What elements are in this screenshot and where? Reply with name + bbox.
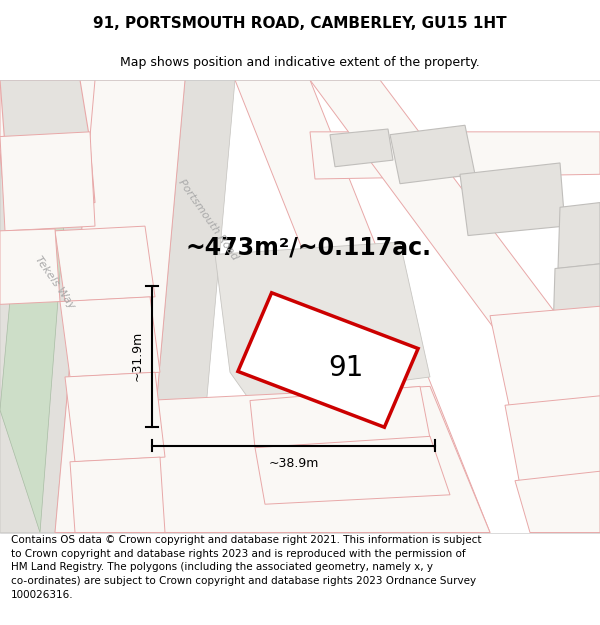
- Polygon shape: [55, 80, 185, 532]
- Polygon shape: [0, 80, 75, 532]
- Polygon shape: [0, 80, 95, 532]
- Polygon shape: [0, 229, 60, 304]
- Text: 91: 91: [328, 354, 364, 381]
- Polygon shape: [60, 297, 160, 377]
- Polygon shape: [65, 372, 165, 462]
- Text: ~38.9m: ~38.9m: [268, 457, 319, 470]
- Polygon shape: [145, 386, 490, 532]
- Polygon shape: [0, 132, 95, 231]
- Polygon shape: [310, 80, 600, 377]
- Polygon shape: [250, 386, 430, 448]
- Polygon shape: [55, 226, 155, 301]
- Polygon shape: [330, 129, 393, 167]
- Text: ~473m²/~0.117ac.: ~473m²/~0.117ac.: [185, 236, 431, 260]
- Polygon shape: [255, 436, 450, 504]
- Polygon shape: [235, 80, 490, 532]
- Polygon shape: [0, 80, 90, 146]
- Polygon shape: [490, 306, 600, 410]
- Text: ~31.9m: ~31.9m: [131, 331, 144, 381]
- Polygon shape: [460, 163, 565, 236]
- Text: Contains OS data © Crown copyright and database right 2021. This information is : Contains OS data © Crown copyright and d…: [11, 535, 481, 599]
- Text: Map shows position and indicative extent of the property.: Map shows position and indicative extent…: [120, 56, 480, 69]
- Polygon shape: [558, 202, 600, 269]
- Polygon shape: [553, 264, 600, 334]
- Text: Portsmouth Road: Portsmouth Road: [176, 177, 239, 262]
- Polygon shape: [505, 396, 600, 486]
- Polygon shape: [390, 125, 475, 184]
- Text: 91, PORTSMOUTH ROAD, CAMBERLEY, GU15 1HT: 91, PORTSMOUTH ROAD, CAMBERLEY, GU15 1HT: [93, 16, 507, 31]
- Polygon shape: [70, 457, 165, 532]
- Polygon shape: [215, 242, 430, 401]
- Polygon shape: [0, 80, 180, 136]
- Text: Tekels Way: Tekels Way: [33, 254, 77, 311]
- Polygon shape: [515, 471, 600, 532]
- Polygon shape: [310, 132, 600, 179]
- Polygon shape: [0, 146, 95, 208]
- Polygon shape: [145, 80, 235, 532]
- Polygon shape: [238, 292, 418, 428]
